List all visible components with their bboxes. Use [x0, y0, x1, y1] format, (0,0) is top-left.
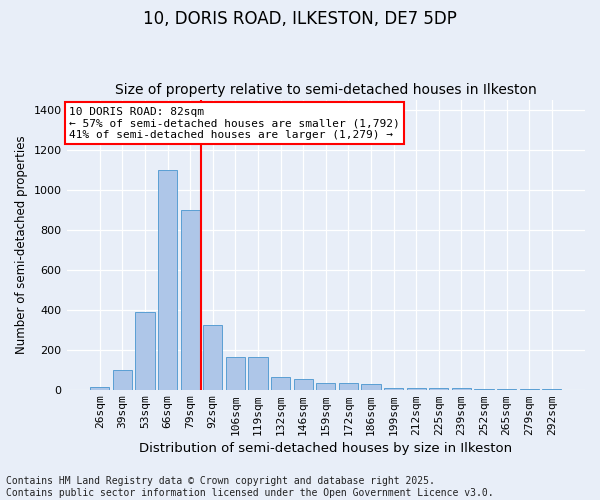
Bar — [293, 378, 313, 390]
Bar — [136, 312, 155, 390]
Title: Size of property relative to semi-detached houses in Ilkeston: Size of property relative to semi-detach… — [115, 83, 536, 97]
Bar — [248, 356, 268, 390]
Text: Contains HM Land Registry data © Crown copyright and database right 2025.
Contai: Contains HM Land Registry data © Crown c… — [6, 476, 494, 498]
Bar — [226, 356, 245, 390]
Bar — [475, 389, 494, 390]
Bar — [497, 389, 516, 390]
Bar — [203, 324, 223, 390]
Bar — [520, 389, 539, 390]
Bar — [90, 386, 109, 390]
Bar — [407, 388, 426, 390]
Bar — [181, 210, 200, 390]
Bar — [361, 384, 380, 390]
Bar — [316, 382, 335, 390]
Bar — [271, 376, 290, 390]
Bar — [158, 170, 177, 390]
X-axis label: Distribution of semi-detached houses by size in Ilkeston: Distribution of semi-detached houses by … — [139, 442, 512, 455]
Y-axis label: Number of semi-detached properties: Number of semi-detached properties — [15, 136, 28, 354]
Text: 10, DORIS ROAD, ILKESTON, DE7 5DP: 10, DORIS ROAD, ILKESTON, DE7 5DP — [143, 10, 457, 28]
Bar — [113, 370, 132, 390]
Text: 10 DORIS ROAD: 82sqm
← 57% of semi-detached houses are smaller (1,792)
41% of se: 10 DORIS ROAD: 82sqm ← 57% of semi-detac… — [69, 107, 400, 140]
Bar — [384, 388, 403, 390]
Bar — [429, 388, 448, 390]
Bar — [452, 388, 471, 390]
Bar — [339, 382, 358, 390]
